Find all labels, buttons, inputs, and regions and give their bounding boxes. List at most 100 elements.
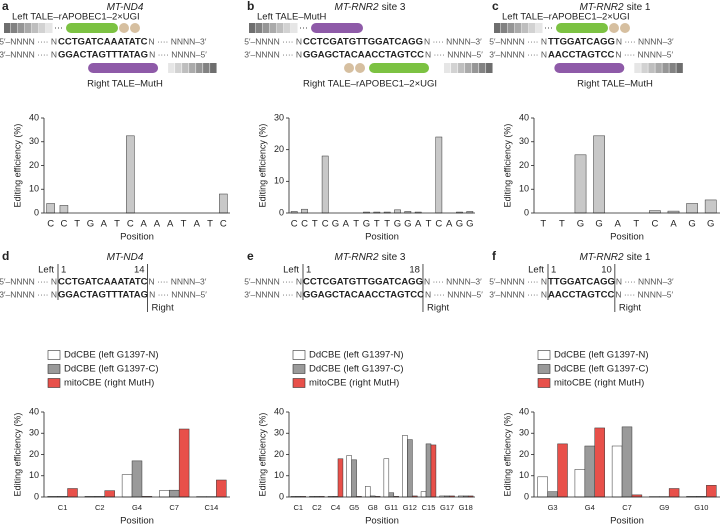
strand-end: N ···· NNNN–3′ bbox=[424, 276, 482, 286]
end-number: 18 bbox=[409, 265, 420, 276]
tale-repeat bbox=[284, 23, 291, 33]
tale-repeat bbox=[189, 63, 196, 73]
y-tick-label: 30 bbox=[519, 428, 529, 438]
bar bbox=[686, 203, 698, 214]
left-label: Left bbox=[283, 265, 299, 276]
x-tick-label: C1 bbox=[294, 503, 304, 512]
legend-label: DdCBE (left G1397-C) bbox=[309, 364, 404, 375]
strand-end: 5′–NNNN ···· N bbox=[489, 36, 547, 46]
x-tick-label: G bbox=[688, 219, 695, 230]
x-axis-label: Position bbox=[120, 232, 154, 243]
bar bbox=[219, 193, 228, 214]
strand-end: N ···· NNNN–5′ bbox=[149, 289, 207, 299]
ugi bbox=[609, 23, 619, 33]
bottom-label: Right TALE–MutH bbox=[87, 79, 163, 90]
x-tick-label: C4 bbox=[331, 503, 341, 512]
x-tick-label: T bbox=[181, 219, 187, 230]
x-tick-label: C bbox=[127, 219, 134, 230]
legend-label: DdCBE (left G1397-C) bbox=[554, 364, 649, 375]
tale-repeat bbox=[210, 63, 217, 73]
sequence: CCTCGATGTTGGATCAGG bbox=[303, 37, 423, 48]
x-tick-label: A bbox=[154, 219, 161, 230]
tale-repeat bbox=[25, 23, 32, 33]
x-tick-label: C15 bbox=[422, 503, 436, 512]
y-tick-label: 30 bbox=[29, 136, 39, 146]
x-tick-label: C7 bbox=[622, 503, 632, 512]
legend-swatch bbox=[292, 350, 306, 360]
y-tick-label: 0 bbox=[279, 491, 284, 501]
protein-domain bbox=[554, 63, 625, 73]
x-tick-label: C bbox=[651, 219, 658, 230]
legend-swatch bbox=[47, 378, 61, 388]
panel-title: MT-ND4 bbox=[107, 252, 144, 263]
tale-repeat bbox=[494, 23, 501, 33]
x-tick-label: G bbox=[466, 219, 473, 230]
x-axis-label: Position bbox=[610, 232, 644, 243]
x-tick-label: T bbox=[353, 219, 359, 230]
legend-swatch bbox=[537, 378, 551, 388]
strand-end: 5′–NNNN ···· N bbox=[244, 276, 302, 286]
strand-end: 5′–NNNN ···· N bbox=[0, 276, 57, 286]
x-tick-label: G9 bbox=[659, 503, 669, 512]
x-tick-label: G18 bbox=[459, 503, 473, 512]
panel-letter: e bbox=[247, 249, 254, 263]
x-tick-label: G5 bbox=[349, 503, 359, 512]
sequence: GGAGCTACAACCTAGTCC bbox=[303, 50, 424, 61]
y-axis-label: Editing efficiency (%) bbox=[257, 413, 267, 497]
x-tick-label: T bbox=[540, 219, 546, 230]
x-axis-label: Position bbox=[120, 516, 154, 525]
bottom-label: Right TALE–rAPOBEC1–2×UGI bbox=[303, 79, 437, 90]
x-axis-label: Position bbox=[365, 516, 399, 525]
x-tick-label: C bbox=[47, 219, 54, 230]
x-tick-label: C bbox=[435, 219, 442, 230]
strand-end: N ···· NNNN–5′ bbox=[425, 289, 483, 299]
panel-title: MT-RNR2 site 1 bbox=[580, 2, 651, 13]
sequence: AACCTAGTCC bbox=[548, 50, 614, 61]
bar bbox=[706, 485, 717, 498]
tale-repeat bbox=[203, 63, 210, 73]
legend-label: DdCBE (left G1397-N) bbox=[309, 350, 404, 361]
tale-repeat bbox=[4, 23, 11, 33]
x-tick-label: G10 bbox=[694, 503, 708, 512]
bar bbox=[407, 439, 413, 498]
right-label: Right bbox=[152, 303, 175, 314]
x-tick-label: C7 bbox=[169, 503, 179, 512]
bar bbox=[321, 155, 329, 214]
y-tick-label: 0 bbox=[34, 491, 39, 501]
y-tick-label: 30 bbox=[519, 136, 529, 146]
x-tick-label: C bbox=[60, 219, 67, 230]
sequence: TTGGATCAGG bbox=[548, 37, 615, 48]
bar bbox=[365, 486, 371, 498]
site: site 3 bbox=[382, 2, 406, 13]
strand-end: 3′–NNNN ···· N bbox=[244, 289, 302, 299]
strand-end: N ···· NNNN–5′ bbox=[425, 49, 483, 59]
x-tick-label: C bbox=[301, 219, 308, 230]
tale-repeat bbox=[458, 63, 465, 73]
tale-repeat bbox=[515, 23, 522, 33]
y-tick-label: 40 bbox=[29, 406, 39, 416]
x-tick-label: A bbox=[446, 219, 453, 230]
y-tick-label: 20 bbox=[29, 449, 39, 459]
x-tick-label: A bbox=[140, 219, 147, 230]
legend-swatch bbox=[47, 364, 61, 374]
ugi bbox=[355, 63, 366, 73]
dots: ··· bbox=[544, 22, 553, 32]
x-tick-label: A bbox=[101, 219, 108, 230]
strand-end: N ···· NNNN–3′ bbox=[149, 36, 207, 46]
y-tick-label: 20 bbox=[519, 160, 529, 170]
protein-domain bbox=[311, 23, 363, 33]
legend-swatch bbox=[47, 350, 61, 360]
tale-repeat bbox=[249, 23, 256, 33]
tale-repeat bbox=[529, 23, 536, 33]
tale-repeat bbox=[291, 23, 298, 33]
x-axis-label: Position bbox=[610, 516, 644, 525]
y-tick-label: 40 bbox=[519, 406, 529, 416]
y-tick-label: 10 bbox=[29, 470, 39, 480]
tale-repeat bbox=[479, 63, 486, 73]
tale-repeat bbox=[655, 63, 662, 73]
bar bbox=[420, 491, 427, 498]
bar bbox=[547, 491, 558, 498]
site: site 1 bbox=[627, 252, 651, 263]
bar bbox=[668, 488, 680, 498]
